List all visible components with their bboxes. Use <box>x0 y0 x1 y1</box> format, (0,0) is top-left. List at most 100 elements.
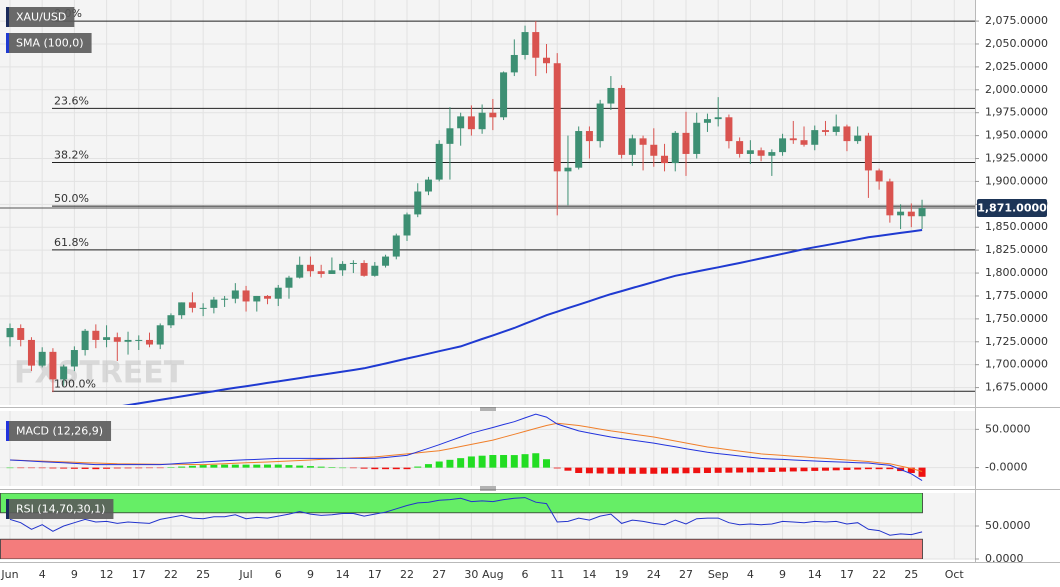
candle-body <box>317 271 325 274</box>
histogram-bar <box>618 467 626 474</box>
candle-body <box>714 117 722 120</box>
histogram-bar <box>156 467 164 469</box>
legend-tag: MACD (12,26,9) <box>6 421 112 441</box>
candle-body <box>725 117 733 142</box>
histogram-bar <box>145 467 153 469</box>
candle-body <box>800 140 808 145</box>
histogram-bar <box>349 467 357 469</box>
y-tick-label: 1,950.0000 <box>985 129 1048 142</box>
legend-tag: SMA (100,0) <box>6 33 92 53</box>
y-tick-label: 2,050.0000 <box>985 37 1048 50</box>
histogram-bar <box>382 467 390 470</box>
histogram-bar <box>714 467 722 473</box>
legend-tag-stripe <box>6 33 9 53</box>
candle-body <box>736 141 744 154</box>
candle-body <box>285 277 293 288</box>
legend-tag-text: MACD (12,26,9) <box>16 425 103 438</box>
histogram-bar <box>81 467 89 469</box>
histogram-bar <box>317 466 325 468</box>
y-tick-label: 1,825.0000 <box>985 243 1048 256</box>
x-tick-label: 9 <box>779 568 786 581</box>
fib-label: 38.2% <box>54 148 89 161</box>
histogram-bar <box>886 467 894 470</box>
candle-body <box>650 144 658 156</box>
candle-body <box>414 191 422 215</box>
candle-body <box>360 262 368 276</box>
histogram-bar <box>768 467 776 472</box>
x-tick-label: Jul <box>238 568 252 581</box>
histogram-bar <box>671 467 679 474</box>
histogram-bar <box>360 467 368 469</box>
histogram-bar <box>918 467 926 477</box>
histogram-bar <box>188 465 196 468</box>
histogram-bar <box>736 467 744 473</box>
y-tick-label: 1,900.0000 <box>985 174 1048 187</box>
histogram-bar <box>575 467 583 473</box>
histogram-bar <box>510 455 518 468</box>
candle-body <box>596 103 604 142</box>
histogram-bar <box>457 458 465 468</box>
histogram-bar <box>6 467 14 469</box>
price-tag: 1,871.0000 <box>977 198 1047 217</box>
candle-body <box>49 351 57 380</box>
histogram-bar <box>843 467 851 470</box>
candle-body <box>500 72 508 118</box>
histogram-bar <box>231 464 239 468</box>
x-tick-label: 9 <box>307 568 314 581</box>
x-tick-label: 17 <box>840 568 854 581</box>
candle-body <box>403 214 411 236</box>
plot-area: FXSTREET0.0%23.6%38.2%50.0%61.8%100.0% <box>0 7 975 405</box>
histogram-bar <box>113 467 121 469</box>
candle-body <box>843 126 851 142</box>
candle-body <box>607 87 615 104</box>
x-tick-label: 22 <box>164 568 178 581</box>
x-tick-label: 19 <box>615 568 629 581</box>
histogram-bar <box>38 467 46 469</box>
candle-body <box>682 132 690 154</box>
histogram-bar <box>607 467 615 474</box>
candle-body <box>392 235 400 257</box>
histogram-bar <box>339 467 347 469</box>
candle-body <box>435 143 443 180</box>
candle-body <box>156 325 164 345</box>
candle-body <box>489 112 497 118</box>
grid <box>0 0 975 405</box>
histogram-bar <box>907 467 915 473</box>
candle-body <box>789 138 797 141</box>
legend-tag-stripe <box>6 7 9 27</box>
x-tick-label: 6 <box>522 568 529 581</box>
candle-body <box>457 116 465 129</box>
histogram-bar <box>253 464 261 468</box>
y-tick-label: -0.0000 <box>985 461 1027 474</box>
candle-body <box>60 366 68 380</box>
candle-body <box>167 315 175 326</box>
candle-body <box>328 270 336 274</box>
candle-body <box>746 150 754 154</box>
histogram-bar <box>800 467 808 472</box>
panel-background <box>0 411 975 486</box>
y-tick-label: 50.0000 <box>985 422 1031 435</box>
histogram-bar <box>703 467 711 473</box>
histogram-bar <box>564 467 572 471</box>
histogram-bar <box>210 464 218 468</box>
candle-body <box>628 138 636 155</box>
x-tick-label: 24 <box>647 568 661 581</box>
candle-body <box>274 287 282 299</box>
x-tick-label: 4 <box>747 568 754 581</box>
y-tick-label: 1,925.0000 <box>985 152 1048 165</box>
x-tick-label: 14 <box>336 568 350 581</box>
candle-body <box>543 57 550 64</box>
x-tick-label: 25 <box>904 568 918 581</box>
histogram-bar <box>639 467 647 474</box>
histogram-bar <box>178 466 186 468</box>
legend-tag: RSI (14,70,30,1) <box>6 499 114 519</box>
candle-body <box>886 181 894 216</box>
candle-body <box>918 207 926 217</box>
legend-tag-box <box>6 7 75 27</box>
candle-body <box>875 170 883 182</box>
histogram-bar <box>811 467 819 471</box>
histogram-bar <box>124 467 132 469</box>
y-tick-label: 1,975.0000 <box>985 106 1048 119</box>
histogram-bar <box>446 459 454 468</box>
legend-tag-box <box>6 499 114 519</box>
